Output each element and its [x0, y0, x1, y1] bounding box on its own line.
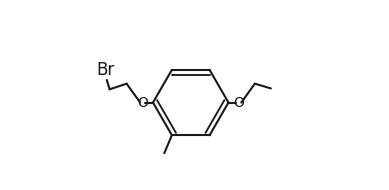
- Text: O: O: [233, 96, 244, 110]
- Text: O: O: [137, 96, 148, 110]
- Text: Br: Br: [97, 61, 115, 78]
